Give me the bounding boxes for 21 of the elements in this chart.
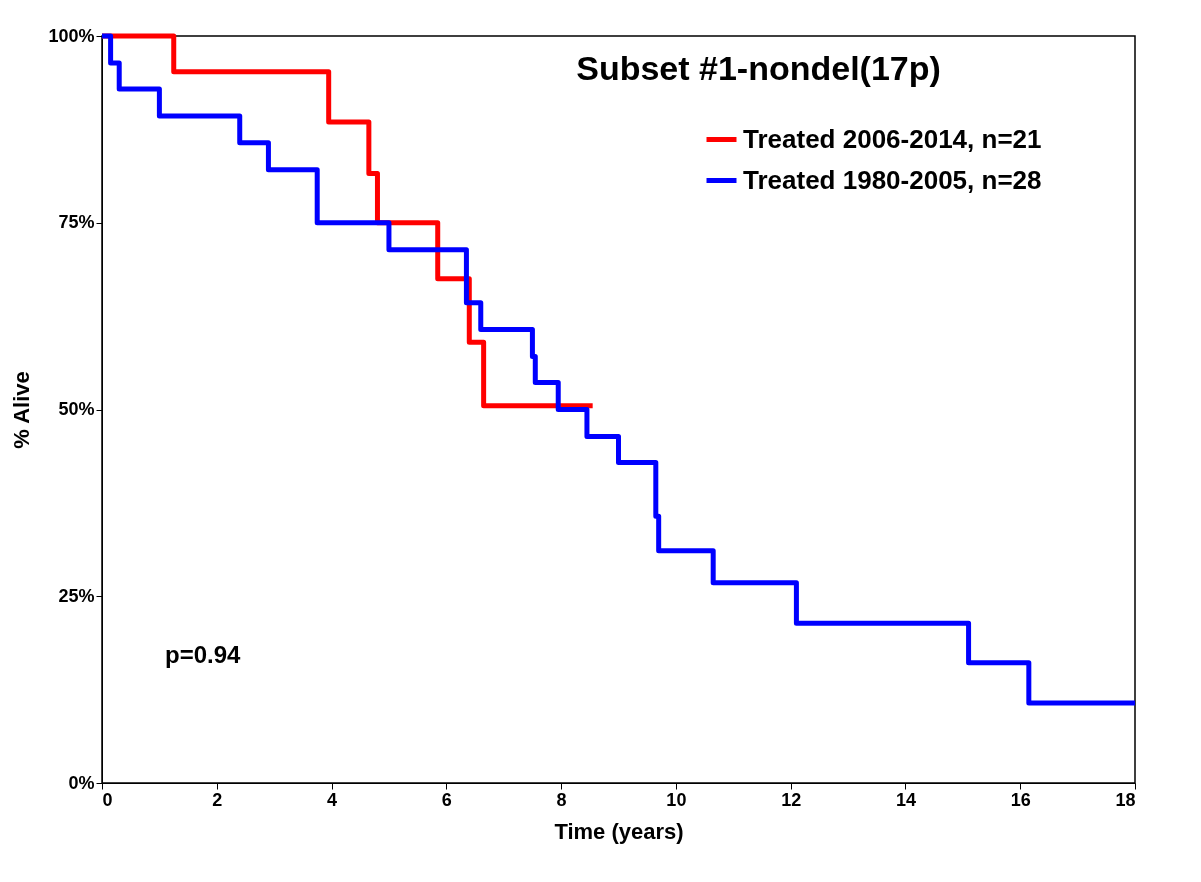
legend-label: Treated 1980-2005, n=28 [743,164,1042,195]
x-tick-label: 8 [556,789,567,810]
x-axis-title: Time (years) [554,818,684,844]
y-tick-label: 25% [58,585,95,606]
x-tick-label: 18 [1115,789,1136,810]
y-tick-label: 50% [58,399,95,419]
x-tick-label: 14 [895,789,916,810]
x-tick-label: 0 [102,789,113,810]
x-tick-label: 4 [327,789,338,810]
x-tick-label: 10 [666,789,687,810]
legend-label: Treated 2006-2014, n=21 [743,123,1042,154]
x-tick-label: 16 [1010,789,1031,810]
y-tick-label: 75% [58,212,95,233]
chart-title: Subset #1-nondel(17p) [576,49,941,87]
x-tick-label: 6 [441,789,452,810]
y-axis-title: % Alive [9,371,35,449]
y-tick-label: 0% [68,772,95,793]
x-tick-label: 12 [781,789,802,810]
y-tick-label: 100% [48,25,95,46]
x-tick-label: 2 [212,789,223,810]
annotation: p=0.94 [165,641,242,668]
